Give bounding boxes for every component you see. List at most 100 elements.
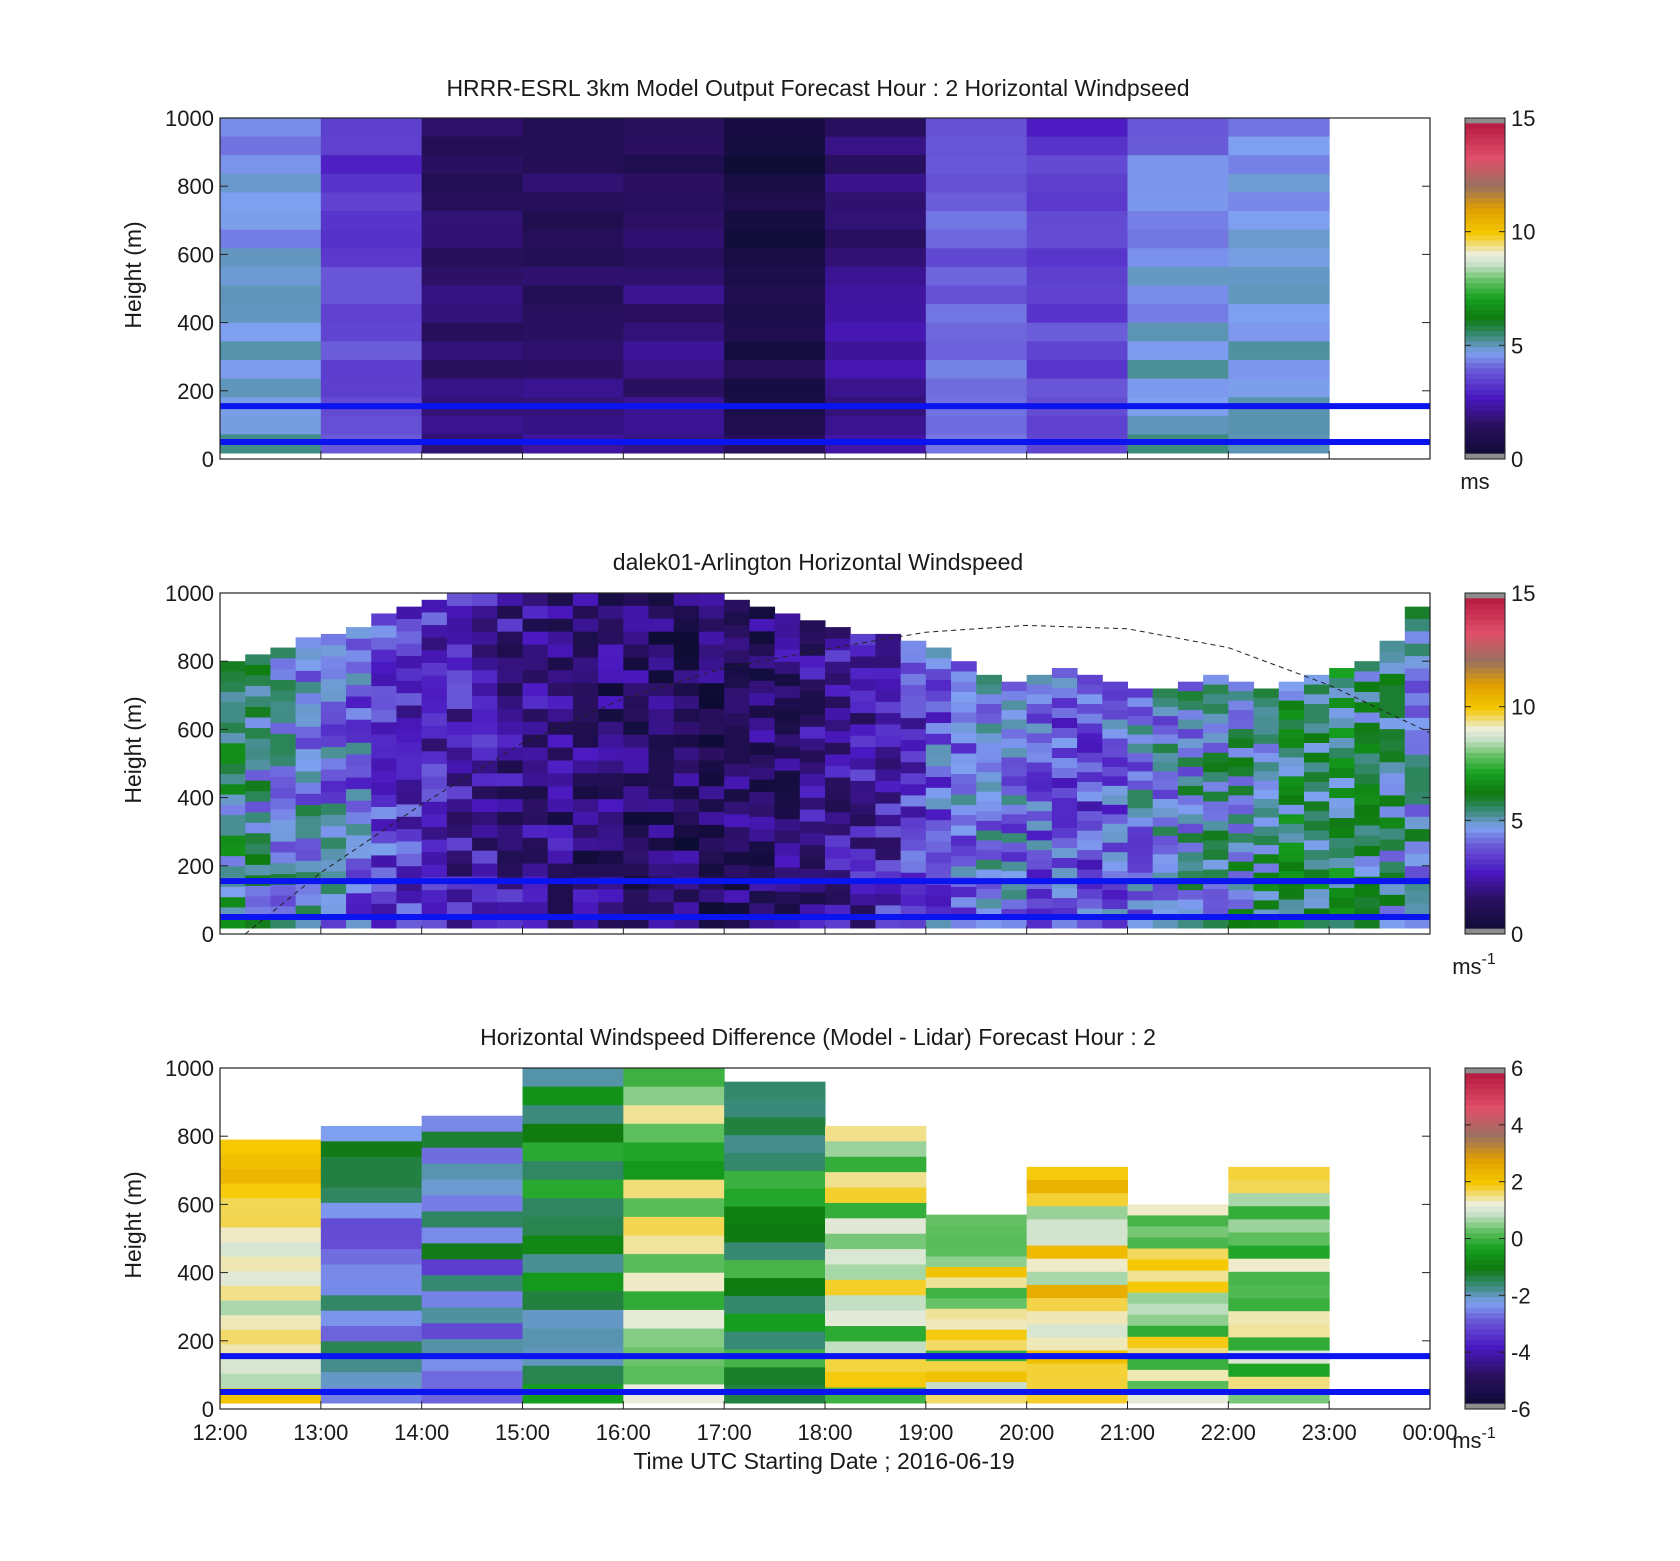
colorbar-segment	[1465, 1313, 1505, 1320]
heatmap-cell	[875, 769, 902, 782]
heatmap-cell	[220, 712, 246, 724]
heatmap-cell	[1077, 772, 1103, 783]
heatmap-cell	[825, 173, 927, 193]
heatmap-cell	[472, 902, 498, 916]
colorbar-segment	[1465, 763, 1505, 770]
heatmap-cell	[421, 322, 523, 342]
heatmap-cell	[1152, 863, 1179, 874]
heatmap-cell	[446, 747, 473, 761]
heatmap-cell	[875, 916, 902, 929]
heatmap-cell	[925, 1340, 1028, 1352]
heatmap-cell	[623, 902, 650, 916]
heatmap-cell	[320, 905, 347, 918]
heatmap-cell	[825, 341, 927, 361]
heatmap-cell	[1203, 869, 1229, 880]
heatmap-cell	[673, 593, 700, 607]
heatmap-cell	[320, 690, 347, 703]
heatmap-cell	[320, 735, 347, 748]
heatmap-cell	[1354, 815, 1381, 826]
heatmap-cell	[648, 631, 675, 646]
heatmap-cell	[850, 724, 876, 737]
heatmap-cell	[270, 820, 297, 832]
heatmap-cell	[623, 1328, 725, 1348]
heatmap-cell	[1026, 879, 1053, 890]
heatmap-cell	[295, 894, 322, 907]
heatmap-cell	[396, 680, 423, 694]
heatmap-cell	[1001, 880, 1028, 891]
heatmap-cell	[572, 683, 599, 697]
heatmap-cell	[1379, 828, 1406, 841]
heatmap-cell	[1278, 890, 1305, 901]
heatmap-cell	[1051, 738, 1078, 749]
heatmap-cell	[220, 229, 322, 249]
heatmap-cell	[396, 890, 423, 904]
heatmap-cell	[1102, 710, 1128, 721]
heatmap-cell	[1077, 850, 1103, 861]
heatmap-cell	[245, 759, 271, 771]
colorbar-segment	[1465, 870, 1505, 876]
heatmap-cell	[1026, 304, 1128, 324]
heatmap-cell	[1329, 858, 1355, 869]
heatmap-cell	[245, 843, 271, 855]
heatmap-cell	[1026, 772, 1053, 783]
colorbar-segment	[1465, 854, 1505, 861]
heatmap-cell	[976, 869, 1002, 880]
heatmap-cell	[724, 599, 750, 613]
heatmap-cell	[1102, 871, 1128, 882]
heatmap-cell	[1127, 359, 1229, 380]
heatmap-cell	[1177, 814, 1204, 825]
heatmap-cell	[245, 833, 271, 845]
heatmap-cell	[724, 713, 750, 727]
heatmap-cell	[421, 738, 448, 752]
heatmap-cell	[1379, 640, 1406, 653]
heatmap-cell	[421, 229, 523, 249]
heatmap-cell	[396, 693, 423, 707]
heatmap-cell	[295, 737, 322, 750]
heatmap-cell	[1203, 723, 1229, 734]
heatmap-cell	[396, 829, 423, 842]
heatmap-cell	[320, 1141, 423, 1158]
heatmap-cell	[623, 341, 725, 361]
heatmap-cell	[1127, 378, 1229, 398]
heatmap-cell	[648, 773, 675, 787]
heatmap-cell	[724, 285, 826, 305]
colorbar-segment	[1465, 656, 1505, 663]
heatmap-cell	[724, 1367, 826, 1386]
heatmap-cell	[1102, 852, 1128, 863]
heatmap-cell	[245, 749, 271, 761]
heatmap-cell	[421, 1243, 523, 1260]
heatmap-cell	[623, 799, 650, 813]
heatmap-cell	[1253, 918, 1280, 929]
colorbar-segment	[1465, 720, 1505, 727]
colorbar-segment	[1465, 299, 1505, 306]
heatmap-cell	[371, 855, 397, 869]
heatmap-cell	[850, 713, 876, 725]
y-tick-label: 0	[202, 1397, 214, 1422]
heatmap-cell	[421, 192, 523, 212]
heatmap-cell	[1203, 801, 1229, 812]
heatmap-cell	[648, 683, 675, 697]
heatmap-cell	[320, 1372, 423, 1389]
heatmap-cell	[1051, 858, 1078, 869]
heatmap-cell	[1228, 1337, 1330, 1352]
heatmap-cell	[1026, 704, 1053, 715]
heatmap-cell	[724, 852, 750, 866]
heatmap-cell	[623, 837, 650, 852]
heatmap-cell	[925, 852, 952, 864]
heatmap-cell	[724, 1188, 826, 1208]
heatmap-cell	[1077, 801, 1103, 812]
heatmap-cell	[522, 657, 549, 671]
colorbar-segment	[1465, 155, 1505, 162]
heatmap-cell	[1329, 908, 1355, 919]
heatmap-cell	[951, 763, 977, 775]
heatmap-cell	[320, 192, 423, 212]
heatmap-cell	[295, 816, 322, 828]
heatmap-cell	[925, 787, 952, 800]
heatmap-cell	[1203, 850, 1229, 861]
heatmap-cell	[825, 378, 927, 398]
heatmap-cell	[346, 696, 372, 709]
heatmap-cell	[421, 688, 448, 702]
heatmap-cell	[522, 1272, 624, 1292]
colorbar-segment	[1465, 1169, 1505, 1176]
heatmap-cell	[1228, 710, 1255, 721]
